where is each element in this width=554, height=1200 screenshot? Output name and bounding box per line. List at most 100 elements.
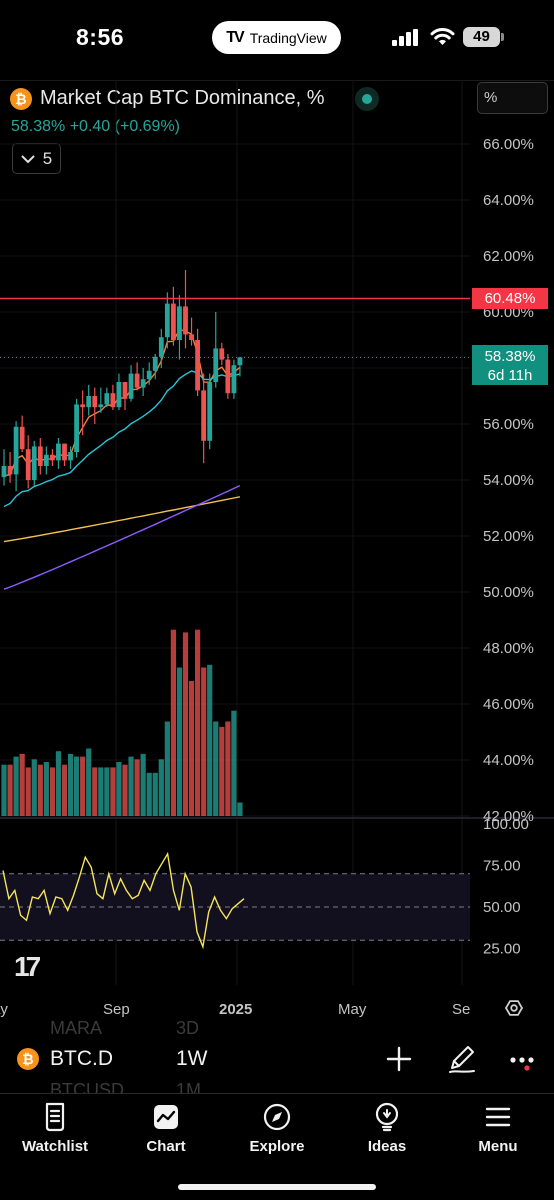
volume-bar [182,632,189,816]
price-change: 58.38% +0.40 (+0.69%) [11,118,181,135]
horizontal-line-price-badge: 60.48% [472,288,548,309]
candle-body [128,373,134,399]
candle-body [19,426,25,450]
nav-explore[interactable]: Explore [227,1102,327,1155]
volume-bar [195,629,201,816]
candle-body [195,340,200,391]
candle-body [86,396,92,408]
price-axis-label: 50.00% [483,584,534,601]
candle-body [225,359,231,394]
volume-bar [219,726,225,816]
home-indicator [178,1184,376,1190]
candle-body [110,393,116,408]
bar-countdown: 6d 11h [487,367,533,384]
nav-chart-label: Chart [146,1138,186,1155]
price-chart[interactable]: 66.00%64.00%62.00%60.00%58.00%56.00%54.0… [0,80,554,1080]
market-open-dot-icon [355,87,379,111]
volume-bar [237,802,243,816]
rsi-axis-label: 100.00 [483,816,529,833]
volume-bar [92,767,98,816]
price-axis-label: 62.00% [483,248,534,265]
candle-body [189,334,194,340]
volume-bar [13,756,19,816]
plus-icon[interactable] [386,1046,412,1072]
nav-watchlist[interactable]: Watchlist [5,1102,105,1155]
candle-body [116,382,122,408]
nav-chart[interactable]: Chart [116,1102,216,1155]
price-axis-label: 52.00% [483,528,534,545]
candle-body [31,446,37,480]
volume-bar [55,751,62,816]
ticker-selector[interactable]: BTC.D [50,1047,113,1070]
nav-menu[interactable]: Menu [448,1102,548,1155]
volume-bar [201,667,207,816]
price-axis-label: 66.00% [483,136,534,153]
volume-bar [80,756,86,816]
candle-body [7,466,13,475]
candle-body [74,404,79,452]
battery-level: 49 [463,27,500,47]
last-price-value: 58.38% [484,348,536,365]
ma-fast-line [3,328,241,476]
volume-bar [152,772,158,816]
volume-bar [122,764,128,816]
rsi-axis-label: 75.00 [483,858,521,875]
volume-bar [176,667,183,816]
tradingview-logo-icon: TV [226,28,245,46]
candle-body [152,356,158,371]
candle-body [37,446,43,466]
price-axis-label: 48.00% [483,640,534,657]
ghost-timeframe-top: 3D [176,1018,200,1038]
candle-body [13,426,19,475]
candle-body [201,390,207,441]
settings-gear-icon[interactable] [504,1000,524,1016]
price-axis-label: 46.00% [483,696,534,713]
volume-bar [207,664,213,816]
indicator-count: 5 [42,148,53,168]
candle-body [171,303,176,340]
volume-bar [37,764,43,816]
volume-bar [98,767,104,816]
candle-body [56,443,61,461]
ma-long-line [3,484,241,590]
rsi-axis-label: 25.00 [483,941,521,958]
candle-body [140,379,146,388]
symbol-title: Market Cap BTC Dominance, % [40,87,325,109]
volume-bar [61,764,68,816]
candle-body [98,404,104,408]
candle-body [62,443,67,461]
status-time: 8:56 [76,24,125,50]
candle-body [213,348,219,382]
app-pill[interactable]: TV TradingView [212,21,341,54]
timeframe-selector[interactable]: 1W [176,1047,208,1070]
time-axis-label: Sep [103,1001,130,1018]
bitcoin-icon[interactable]: ₿ [17,1048,39,1070]
more-dots-icon[interactable] [509,1052,537,1072]
candle-body [80,404,86,408]
symbol-header[interactable]: ₿ Market Cap BTC Dominance, % [10,87,325,110]
time-axis-label: May [338,1001,367,1018]
percent-scale-button[interactable]: % [477,82,548,114]
drawing-brush-icon[interactable] [448,1044,476,1074]
volume-bar [110,767,116,816]
price-axis-label: 56.00% [483,416,534,433]
app-pill-label: TradingView [249,29,327,46]
rsi-axis-label: 50.00 [483,899,521,916]
volume-bar [43,762,49,816]
volume-bar [25,767,31,816]
time-axis-label: ay [0,1001,8,1018]
price-axis-label: 54.00% [483,472,534,489]
candle-body [92,396,98,408]
nav-ideas[interactable]: Ideas [337,1102,437,1155]
volume-bar [170,629,176,816]
candle-body [231,365,237,394]
nav-watchlist-label: Watchlist [21,1138,89,1155]
candle-body [68,452,73,461]
volume-bar [225,721,231,816]
watchlist-icon [45,1102,65,1132]
ma-slow-line [3,496,241,543]
volume-bar [128,756,134,816]
time-axis-label: Se [452,1001,470,1018]
rsi-line [2,851,245,950]
tradingview-watermark-icon: 17 [14,951,41,982]
